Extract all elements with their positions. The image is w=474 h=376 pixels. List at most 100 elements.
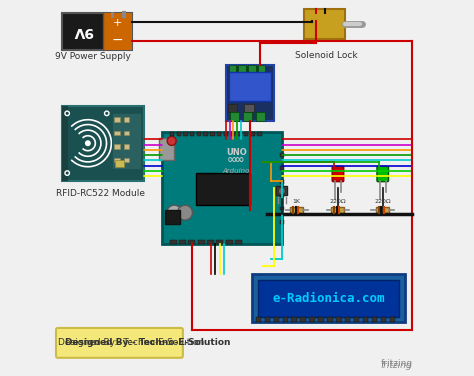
Bar bbox=[376, 208, 389, 213]
Circle shape bbox=[178, 205, 192, 220]
Bar bbox=[301, 317, 306, 322]
Bar bbox=[103, 12, 133, 50]
Bar bbox=[124, 131, 129, 135]
Bar bbox=[381, 317, 386, 322]
Bar bbox=[283, 317, 288, 322]
Bar bbox=[62, 106, 68, 180]
Bar bbox=[124, 158, 129, 162]
Bar bbox=[345, 317, 350, 322]
Bar bbox=[62, 12, 133, 50]
Bar bbox=[280, 193, 284, 197]
Bar bbox=[196, 173, 249, 205]
Text: UNO: UNO bbox=[226, 148, 247, 157]
Bar bbox=[255, 112, 265, 121]
Bar bbox=[229, 72, 271, 101]
Text: 9V Power Supply: 9V Power Supply bbox=[55, 52, 131, 61]
Bar bbox=[354, 317, 359, 322]
Bar bbox=[248, 65, 255, 75]
Bar bbox=[245, 104, 254, 112]
Bar bbox=[207, 240, 214, 244]
Bar bbox=[280, 153, 284, 157]
Bar bbox=[217, 132, 221, 136]
Bar bbox=[114, 117, 119, 122]
Bar bbox=[198, 240, 204, 244]
Bar bbox=[390, 317, 395, 322]
Bar bbox=[124, 144, 129, 149]
Bar bbox=[238, 65, 246, 75]
Bar bbox=[280, 166, 284, 170]
FancyBboxPatch shape bbox=[56, 328, 183, 358]
Bar bbox=[252, 274, 405, 322]
Bar bbox=[280, 180, 284, 183]
Bar bbox=[363, 317, 368, 322]
Bar bbox=[250, 132, 255, 136]
Bar bbox=[62, 106, 144, 180]
Bar bbox=[244, 132, 248, 136]
Bar bbox=[237, 132, 241, 136]
Bar bbox=[257, 132, 262, 136]
Bar bbox=[328, 317, 333, 322]
FancyBboxPatch shape bbox=[332, 166, 344, 182]
Bar bbox=[331, 208, 345, 213]
Text: RFID-RC522 Module: RFID-RC522 Module bbox=[56, 189, 145, 198]
Bar bbox=[163, 132, 282, 244]
FancyBboxPatch shape bbox=[377, 166, 389, 182]
Bar bbox=[255, 317, 261, 322]
Circle shape bbox=[278, 187, 285, 195]
Bar bbox=[229, 112, 239, 121]
Bar bbox=[258, 65, 265, 75]
Bar bbox=[170, 240, 176, 244]
Circle shape bbox=[167, 205, 182, 220]
Bar bbox=[264, 317, 270, 322]
Text: Arduino: Arduino bbox=[223, 168, 250, 174]
Circle shape bbox=[85, 140, 91, 146]
Text: fritzing: fritzing bbox=[381, 361, 412, 370]
Text: 1K: 1K bbox=[293, 199, 301, 203]
Bar bbox=[179, 240, 186, 244]
Text: 220Ω: 220Ω bbox=[374, 199, 391, 203]
Circle shape bbox=[167, 136, 176, 146]
Bar bbox=[280, 220, 284, 224]
Bar bbox=[114, 158, 119, 162]
Bar bbox=[124, 117, 129, 122]
Text: 9V: 9V bbox=[73, 24, 93, 38]
Bar bbox=[304, 9, 345, 39]
Text: Designed By:- Techno-E-Solution: Designed By:- Techno-E-Solution bbox=[58, 338, 204, 347]
Bar bbox=[190, 132, 194, 136]
Text: −: − bbox=[112, 32, 123, 47]
Bar bbox=[310, 317, 315, 322]
Bar bbox=[230, 132, 235, 136]
Text: 220Ω: 220Ω bbox=[329, 199, 346, 203]
Bar bbox=[290, 208, 303, 213]
Bar bbox=[226, 65, 274, 121]
Bar bbox=[217, 240, 223, 244]
Text: Solenoid Lock: Solenoid Lock bbox=[295, 51, 357, 60]
Bar bbox=[210, 132, 215, 136]
Bar bbox=[319, 317, 324, 322]
Bar bbox=[372, 317, 377, 322]
Bar bbox=[114, 131, 119, 135]
Text: +: + bbox=[113, 18, 122, 28]
Bar bbox=[243, 112, 252, 121]
Bar bbox=[229, 65, 236, 75]
Bar bbox=[276, 186, 287, 196]
Bar bbox=[336, 317, 341, 322]
Text: Designed By:- Techno-E-Solution: Designed By:- Techno-E-Solution bbox=[65, 338, 231, 347]
Bar bbox=[203, 132, 208, 136]
Bar bbox=[280, 207, 284, 211]
Bar bbox=[114, 144, 119, 149]
Bar bbox=[115, 161, 124, 167]
Bar bbox=[257, 280, 400, 317]
Bar bbox=[165, 211, 180, 224]
Bar bbox=[228, 104, 237, 112]
Bar bbox=[273, 317, 279, 322]
Text: ∞∞: ∞∞ bbox=[228, 153, 245, 167]
Text: e-Radionica.com: e-Radionica.com bbox=[272, 292, 385, 305]
Bar bbox=[170, 132, 174, 136]
Bar bbox=[226, 240, 233, 244]
Bar bbox=[159, 138, 173, 160]
Bar bbox=[183, 132, 188, 136]
Bar bbox=[235, 240, 242, 244]
Bar bbox=[224, 132, 228, 136]
Bar bbox=[176, 132, 181, 136]
